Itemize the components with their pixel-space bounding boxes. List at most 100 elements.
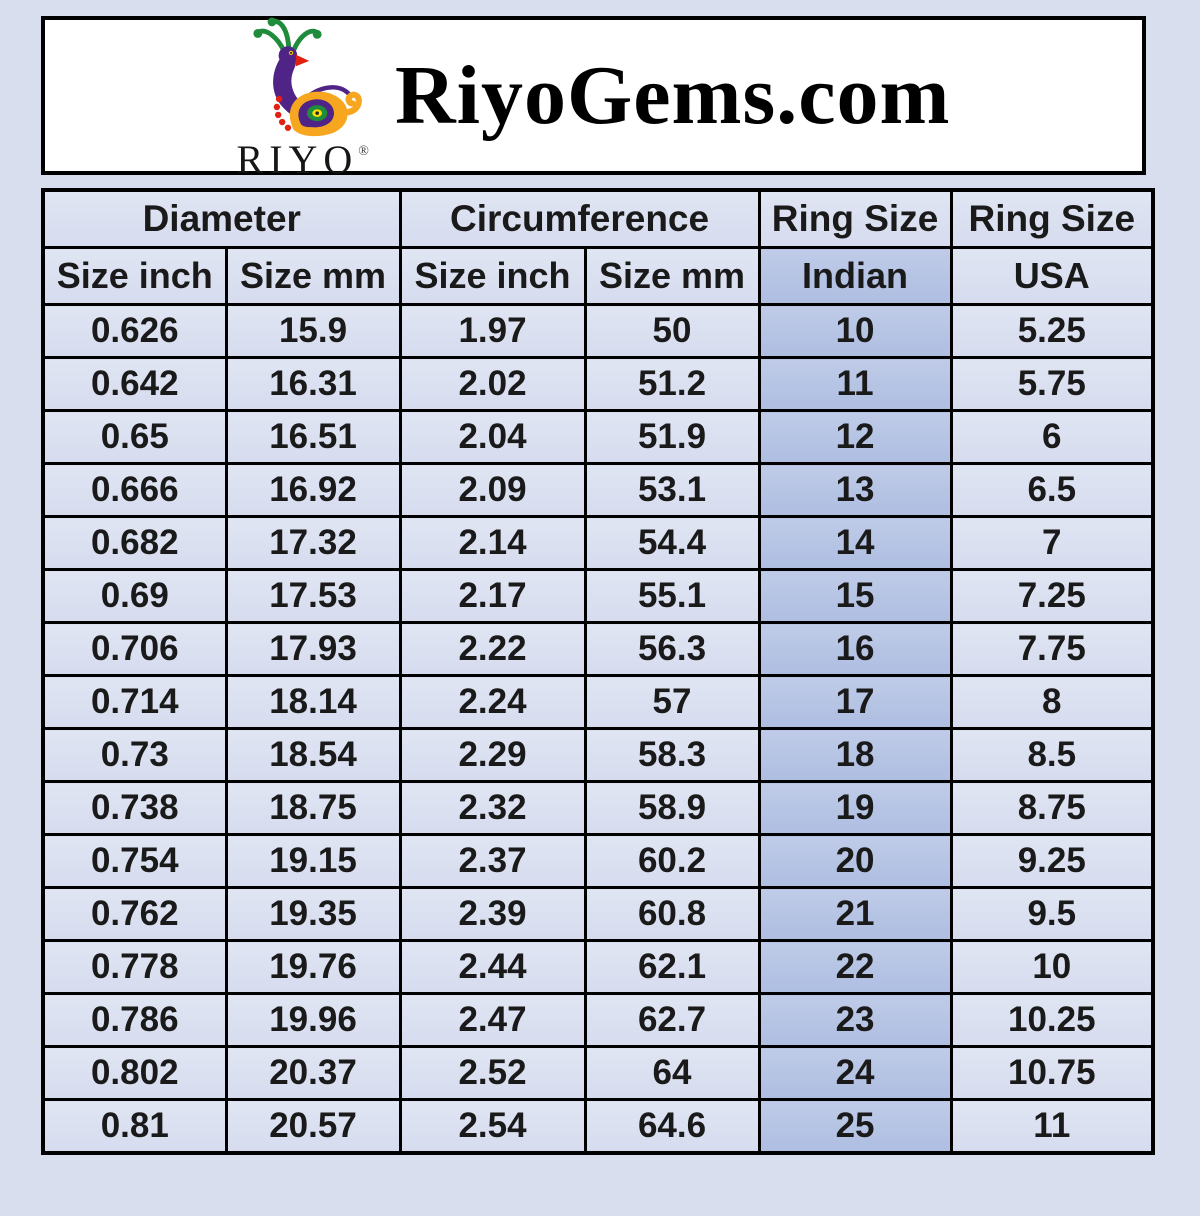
peacock-icon — [253, 17, 362, 137]
table-cell: 22 — [757, 939, 953, 995]
table-cell: 55.1 — [583, 568, 761, 624]
table-cell: 56.3 — [583, 621, 761, 677]
header-banner: RIYO® RiyoGems.com — [41, 16, 1146, 180]
table-cell: 2.04 — [398, 409, 587, 465]
table-cell: 18 — [757, 727, 953, 783]
table-row: 0.802 20.37 2.52 64 24 10.75 — [41, 1045, 1155, 1101]
table-cell: 60.2 — [583, 833, 761, 889]
table-row: 0.73 18.54 2.29 58.3 18 8.5 — [41, 727, 1155, 783]
col-group-diameter: Diameter — [41, 188, 402, 249]
brand-text: RIYO — [236, 137, 359, 182]
column-group-row: Diameter Circumference Ring Size Ring Si… — [41, 188, 1155, 249]
table-cell: 10.25 — [949, 992, 1155, 1048]
table-cell: 17.32 — [224, 515, 402, 571]
brand-name: RIYO® — [237, 140, 369, 180]
table-cell: 0.642 — [41, 356, 228, 412]
table-cell: 60.8 — [583, 886, 761, 942]
table-cell: 0.73 — [41, 727, 228, 783]
table-cell: 0.762 — [41, 886, 228, 942]
table-cell: 2.32 — [398, 780, 587, 836]
table-cell: 0.666 — [41, 462, 228, 518]
column-header-row: Size inch Size mm Size inch Size mm Indi… — [41, 246, 1155, 306]
table-cell: 2.17 — [398, 568, 587, 624]
table-cell: 15.9 — [224, 303, 402, 359]
table-cell: 0.65 — [41, 409, 228, 465]
table-cell: 19.15 — [224, 833, 402, 889]
table-cell: 0.714 — [41, 674, 228, 730]
table-cell: 18.14 — [224, 674, 402, 730]
table-cell: 17.93 — [224, 621, 402, 677]
table-row: 0.754 19.15 2.37 60.2 20 9.25 — [41, 833, 1155, 889]
table-cell: 9.25 — [949, 833, 1155, 889]
table-cell: 54.4 — [583, 515, 761, 571]
table-cell: 7 — [949, 515, 1155, 571]
table-cell: 0.81 — [41, 1098, 228, 1155]
table-cell: 16.92 — [224, 462, 402, 518]
table-cell: 2.22 — [398, 621, 587, 677]
table-cell: 19.76 — [224, 939, 402, 995]
table-row: 0.69 17.53 2.17 55.1 15 7.25 — [41, 568, 1155, 624]
table-row: 0.65 16.51 2.04 51.9 12 6 — [41, 409, 1155, 465]
table-cell: 10 — [949, 939, 1155, 995]
table-cell: 2.24 — [398, 674, 587, 730]
table-row: 0.762 19.35 2.39 60.8 21 9.5 — [41, 886, 1155, 942]
table-cell: 0.738 — [41, 780, 228, 836]
table-cell: 0.706 — [41, 621, 228, 677]
table-row: 0.714 18.14 2.24 57 17 8 — [41, 674, 1155, 730]
table-cell: 8.5 — [949, 727, 1155, 783]
table-row: 0.786 19.96 2.47 62.7 23 10.25 — [41, 992, 1155, 1048]
table-row: 0.642 16.31 2.02 51.2 11 5.75 — [41, 356, 1155, 412]
table-cell: 6 — [949, 409, 1155, 465]
table-cell: 11 — [949, 1098, 1155, 1155]
table-cell: 58.3 — [583, 727, 761, 783]
table-cell: 20 — [757, 833, 953, 889]
table-cell: 18.54 — [224, 727, 402, 783]
table-cell: 13 — [757, 462, 953, 518]
table-cell: 15 — [757, 568, 953, 624]
table-cell: 16 — [757, 621, 953, 677]
table-row: 0.682 17.32 2.14 54.4 14 7 — [41, 515, 1155, 571]
table-cell: 64 — [583, 1045, 761, 1101]
table-cell: 20.37 — [224, 1045, 402, 1101]
table-cell: 2.29 — [398, 727, 587, 783]
table-cell: 62.7 — [583, 992, 761, 1048]
table-row: 0.706 17.93 2.22 56.3 16 7.75 — [41, 621, 1155, 677]
site-title: RiyoGems.com — [394, 49, 951, 142]
table-cell: 11 — [757, 356, 953, 412]
table-cell: 2.52 — [398, 1045, 587, 1101]
table-cell: 23 — [757, 992, 953, 1048]
table-cell: 14 — [757, 515, 953, 571]
table-cell: 16.51 — [224, 409, 402, 465]
table-cell: 2.39 — [398, 886, 587, 942]
table-cell: 10 — [757, 303, 953, 359]
table-cell: 10.75 — [949, 1045, 1155, 1101]
col-header-circumference-inch: Size inch — [398, 246, 587, 306]
table-cell: 19 — [757, 780, 953, 836]
table-cell: 51.2 — [583, 356, 761, 412]
table-cell: 53.1 — [583, 462, 761, 518]
table-cell: 0.778 — [41, 939, 228, 995]
table-cell: 51.9 — [583, 409, 761, 465]
col-group-ring-size-usa: Ring Size — [949, 188, 1155, 249]
ring-size-chart-table: Diameter Circumference Ring Size Ring Si… — [41, 188, 1156, 1155]
table-cell: 7.25 — [949, 568, 1155, 624]
table-row: 0.81 20.57 2.54 64.6 25 11 — [41, 1098, 1155, 1155]
col-group-ring-size-indian: Ring Size — [757, 188, 953, 249]
table-cell: 2.02 — [398, 356, 587, 412]
table-cell: 5.75 — [949, 356, 1155, 412]
table-cell: 19.35 — [224, 886, 402, 942]
table-row: 0.778 19.76 2.44 62.1 22 10 — [41, 939, 1155, 995]
table-cell: 2.44 — [398, 939, 587, 995]
table-cell: 0.69 — [41, 568, 228, 624]
table-cell: 62.1 — [583, 939, 761, 995]
table-cell: 16.31 — [224, 356, 402, 412]
table-cell: 2.47 — [398, 992, 587, 1048]
table-cell: 25 — [757, 1098, 953, 1155]
table-cell: 57 — [583, 674, 761, 730]
table-cell: 6.5 — [949, 462, 1155, 518]
table-cell: 2.37 — [398, 833, 587, 889]
table-cell: 8.75 — [949, 780, 1155, 836]
table-row: 0.666 16.92 2.09 53.1 13 6.5 — [41, 462, 1155, 518]
table-cell: 64.6 — [583, 1098, 761, 1155]
table-cell: 2.14 — [398, 515, 587, 571]
